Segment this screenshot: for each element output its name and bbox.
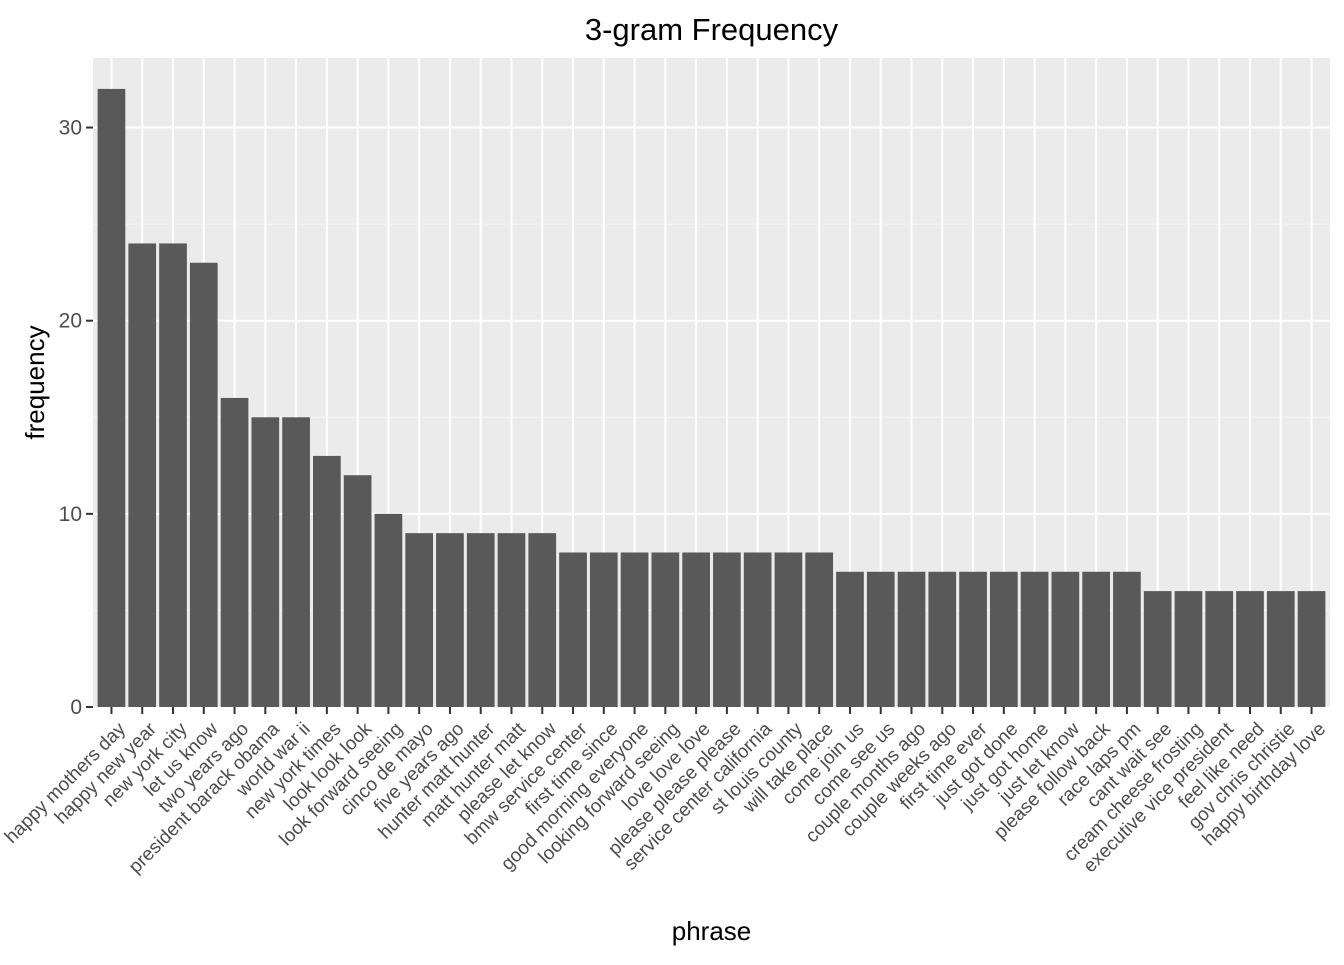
y-tick-label: 0 (70, 696, 82, 719)
bar (189, 262, 218, 707)
bar (405, 533, 434, 707)
bar (589, 552, 618, 707)
bar (559, 552, 587, 707)
bar (1236, 591, 1264, 707)
bar (836, 571, 864, 707)
bar (620, 552, 649, 707)
bar (897, 571, 926, 707)
bars (97, 88, 1326, 707)
bar (251, 417, 280, 707)
bar (97, 88, 126, 707)
bar (1051, 571, 1080, 707)
bar (159, 243, 187, 707)
bar (1297, 591, 1326, 707)
bar (436, 533, 464, 707)
bar (282, 417, 310, 707)
y-axis: 0 10 20 30 (59, 117, 93, 719)
x-axis-title: phrase (672, 916, 752, 946)
bar (1143, 591, 1172, 707)
bar (743, 552, 772, 707)
bar (1020, 571, 1049, 707)
bar (343, 475, 372, 707)
bar (866, 571, 895, 707)
bar (928, 571, 957, 707)
bar (528, 533, 557, 707)
bar (1113, 571, 1141, 707)
bar (713, 552, 741, 707)
bar (774, 552, 803, 707)
bar (682, 552, 710, 707)
bar (1266, 591, 1295, 707)
bar (313, 455, 341, 707)
bar (128, 243, 157, 707)
bar (220, 397, 249, 707)
bar (497, 533, 526, 707)
bar (374, 513, 403, 707)
chart-title: 3-gram Frequency (585, 12, 839, 47)
y-axis-title: frequency (20, 325, 50, 439)
bar (989, 571, 1018, 707)
y-tick-label: 20 (59, 310, 82, 333)
bar (651, 552, 680, 707)
bar (1205, 591, 1234, 707)
bar (805, 552, 834, 707)
bar (959, 571, 987, 707)
bar (1174, 591, 1203, 707)
y-tick-label: 30 (59, 117, 82, 140)
bar (466, 533, 495, 707)
bar (1082, 571, 1110, 707)
y-tick-label: 10 (59, 503, 82, 526)
